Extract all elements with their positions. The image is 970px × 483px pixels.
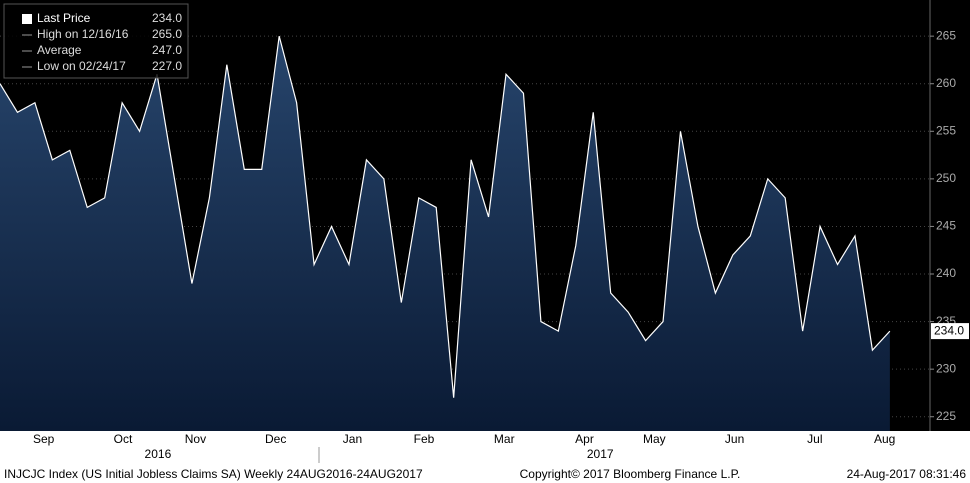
- y-tick-label: 240: [936, 266, 956, 280]
- y-tick-label: 255: [936, 123, 956, 137]
- legend-value: 265.0: [152, 27, 182, 41]
- plot: [0, 35, 930, 431]
- x-tick-label: Mar: [494, 432, 515, 446]
- x-tick-label: Apr: [575, 432, 594, 446]
- legend-value: 227.0: [152, 59, 182, 73]
- legend-label: Last Price: [37, 11, 91, 25]
- legend-label: High on 12/16/16: [37, 27, 129, 41]
- legend-value: 234.0: [152, 11, 182, 25]
- x-tick-label: Aug: [874, 432, 895, 446]
- y-tick-label: 225: [936, 409, 956, 423]
- legend-swatch: [22, 14, 32, 24]
- x-axis-band: [0, 431, 970, 483]
- y-tick-label: 250: [936, 171, 956, 185]
- y-tick-label: 260: [936, 76, 956, 90]
- y-tick-label: 230: [936, 361, 956, 375]
- year-label: 2017: [587, 447, 614, 461]
- x-tick-label: Oct: [114, 432, 133, 446]
- legend-label: Low on 02/24/17: [37, 59, 126, 73]
- y-tick-label: 265: [936, 28, 956, 42]
- footer-right: 24-Aug-2017 08:31:46: [847, 467, 967, 481]
- footer-left: INJCJC Index (US Initial Jobless Claims …: [4, 467, 423, 481]
- y-tick-label: 245: [936, 219, 956, 233]
- area: [0, 36, 890, 431]
- x-tick-label: Feb: [414, 432, 435, 446]
- last-price-label: 234.0: [934, 323, 964, 337]
- legend-label: Average: [37, 43, 82, 57]
- x-tick-label: Nov: [185, 432, 206, 446]
- x-tick-label: Dec: [265, 432, 286, 446]
- legend-value: 247.0: [152, 43, 182, 57]
- x-tick-label: May: [643, 432, 666, 446]
- x-tick-label: Jun: [725, 432, 744, 446]
- x-tick-label: Sep: [33, 432, 55, 446]
- year-label: 2016: [145, 447, 172, 461]
- legend-box: [3, 3, 189, 79]
- last-price-tag: [931, 323, 969, 340]
- x-tick-label: Jan: [343, 432, 362, 446]
- footer-center: Copyright© 2017 Bloomberg Finance L.P.: [520, 467, 741, 481]
- x-tick-label: Jul: [807, 432, 822, 446]
- price-line: [0, 36, 891, 398]
